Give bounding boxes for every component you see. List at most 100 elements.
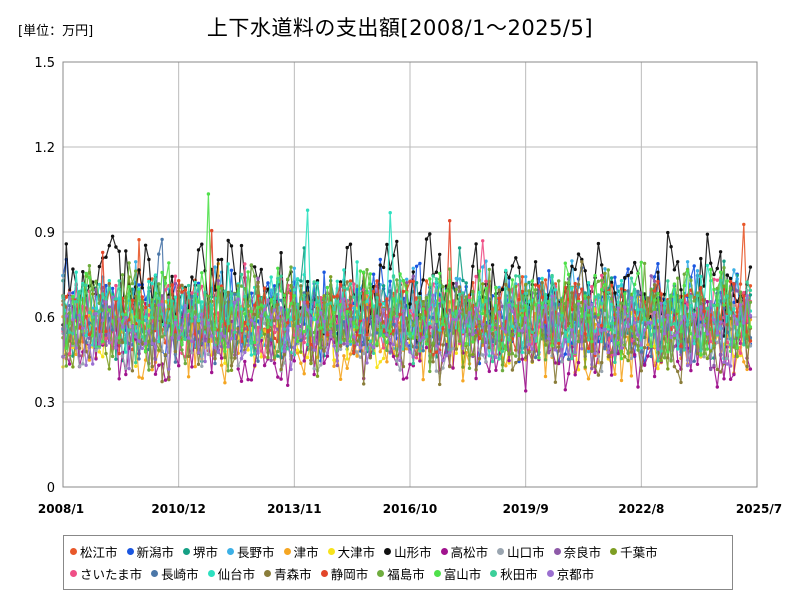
data-point — [725, 323, 729, 327]
data-point — [616, 341, 620, 345]
data-point — [642, 261, 647, 266]
data-point — [193, 364, 197, 369]
data-point — [286, 326, 290, 330]
data-point — [401, 309, 406, 313]
data-point — [157, 252, 161, 256]
data-point — [448, 279, 452, 283]
data-point — [448, 364, 452, 369]
data-point — [140, 342, 144, 346]
data-point — [593, 370, 597, 374]
data-point — [580, 287, 584, 291]
data-point — [414, 264, 419, 268]
data-point — [557, 341, 561, 346]
data-point — [467, 366, 472, 370]
data-point — [286, 347, 290, 351]
data-point — [467, 298, 472, 303]
data-point — [266, 355, 270, 360]
data-point — [405, 341, 409, 346]
data-point — [140, 286, 144, 290]
data-point — [223, 361, 227, 365]
data-point — [279, 298, 283, 302]
data-point — [203, 359, 207, 364]
data-point — [398, 328, 402, 332]
data-point — [718, 353, 723, 357]
data-point — [431, 360, 435, 364]
data-point — [137, 283, 141, 287]
data-point — [444, 314, 449, 318]
data-point — [348, 304, 353, 308]
data-point — [163, 378, 168, 382]
data-point — [213, 361, 217, 366]
data-point — [742, 360, 746, 364]
data-point — [362, 318, 366, 322]
data-point — [190, 294, 194, 298]
data-point — [147, 324, 151, 328]
data-point — [266, 298, 270, 302]
data-point — [583, 332, 587, 336]
data-point — [477, 324, 482, 328]
data-point — [467, 311, 472, 315]
data-point — [229, 244, 234, 248]
data-point — [134, 329, 138, 333]
data-point — [292, 294, 296, 298]
data-point — [451, 317, 455, 321]
data-point — [570, 291, 574, 295]
data-point — [167, 295, 171, 299]
data-point — [418, 359, 422, 363]
data-point — [173, 274, 178, 278]
data-point — [246, 304, 250, 308]
data-point — [272, 319, 277, 323]
data-point — [147, 279, 151, 284]
data-point — [695, 334, 700, 338]
data-point — [507, 352, 511, 357]
data-point — [319, 296, 323, 300]
data-point — [457, 328, 462, 333]
data-point — [441, 322, 445, 327]
data-point — [600, 360, 604, 365]
data-point — [348, 317, 353, 321]
data-point — [405, 376, 409, 380]
data-point — [689, 278, 693, 283]
data-point — [603, 347, 607, 351]
data-point — [448, 328, 452, 333]
data-point — [471, 264, 475, 268]
data-point — [322, 319, 326, 324]
data-point — [679, 339, 683, 344]
data-point — [127, 328, 131, 332]
data-point — [342, 320, 346, 324]
data-point — [550, 294, 554, 298]
data-point — [642, 328, 647, 332]
data-point — [441, 300, 445, 304]
data-point — [507, 275, 511, 280]
data-point — [606, 268, 610, 272]
data-point — [243, 359, 247, 364]
data-point — [504, 282, 508, 287]
data-point — [94, 306, 98, 311]
data-point — [77, 354, 82, 358]
data-point — [619, 287, 624, 291]
data-point — [77, 313, 82, 317]
data-point — [586, 349, 591, 354]
legend-item: 大津市 — [327, 540, 375, 562]
data-point — [600, 273, 604, 278]
data-point — [570, 259, 574, 263]
data-point — [157, 348, 161, 352]
data-point — [196, 362, 201, 366]
data-point — [586, 305, 591, 310]
data-point — [256, 276, 260, 281]
data-point — [67, 330, 72, 334]
data-point — [167, 367, 171, 371]
data-point — [497, 310, 501, 314]
data-point — [438, 283, 442, 288]
data-point — [262, 332, 267, 336]
legend-label: 長野市 — [237, 544, 275, 560]
data-point — [547, 300, 551, 304]
legend-marker — [207, 569, 215, 577]
data-point — [107, 286, 112, 291]
data-point — [358, 316, 363, 321]
data-point — [249, 263, 254, 267]
data-point — [305, 308, 310, 312]
data-point — [414, 356, 419, 360]
data-point — [467, 324, 472, 328]
data-point — [279, 274, 283, 278]
